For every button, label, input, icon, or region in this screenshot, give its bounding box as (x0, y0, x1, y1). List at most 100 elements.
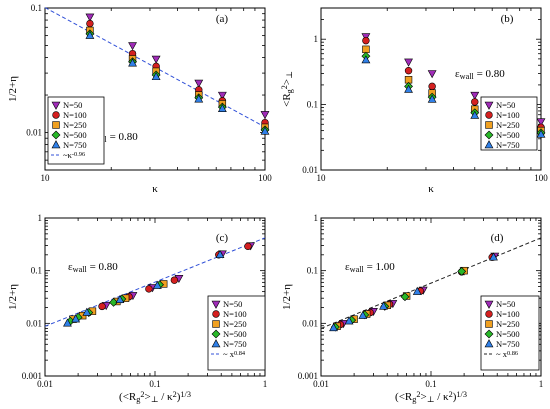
data-point (71, 314, 81, 323)
data-point (260, 126, 270, 135)
legend-entry: N=100 (496, 309, 520, 319)
data-point (428, 82, 436, 91)
legend-marker (484, 101, 494, 110)
y-tick-label: 0.1 (31, 266, 42, 276)
x-tick-label: 0.1 (149, 379, 160, 389)
legend-entry: N=100 (63, 110, 87, 120)
data-point (489, 252, 498, 261)
data-point (98, 302, 106, 311)
data-point (128, 42, 137, 51)
data-point (470, 91, 480, 100)
data-point (344, 316, 354, 325)
data-point (536, 118, 546, 127)
data-point (362, 45, 370, 54)
legend-entry: N=500 (63, 130, 87, 140)
legend-fit-label: ~ x0.84 (223, 349, 246, 359)
data-point (151, 72, 161, 81)
y-axis-label: 1/2+η (281, 284, 293, 310)
panel-label: (c) (216, 232, 229, 244)
series-n-750 (329, 252, 498, 332)
y-tick-label: 0.001 (22, 371, 42, 381)
fit-line (320, 237, 542, 329)
data-point (109, 297, 118, 307)
legend-marker (51, 130, 61, 140)
legend-entry: N=250 (223, 319, 247, 329)
data-point (412, 286, 422, 295)
x-tick-label: 1 (263, 379, 268, 389)
data-point (404, 66, 413, 75)
legend-marker (51, 101, 61, 110)
data-point (244, 242, 252, 251)
y-tick-label: 0.01 (302, 318, 318, 328)
legend-entry: N=100 (496, 110, 520, 120)
legend-marker (484, 140, 494, 149)
data-point (215, 249, 225, 259)
legend-marker (212, 320, 220, 328)
legend-entry: N=50 (496, 100, 515, 110)
legend-entry: N=250 (496, 319, 520, 329)
panel-label: (b) (501, 13, 514, 25)
y-axis-label: 1/2+η (7, 284, 19, 310)
y-tick-label: 0.01 (26, 128, 42, 138)
data-point (404, 58, 413, 67)
legend-entry: N=500 (223, 329, 247, 339)
y-tick-label: 0.1 (307, 100, 318, 110)
data-point (85, 30, 95, 39)
plot-frame (320, 7, 542, 171)
legend-entry: N=500 (496, 130, 520, 140)
data-point (470, 110, 480, 119)
data-point (145, 285, 153, 293)
legend-marker (484, 329, 494, 339)
y-tick-label: 1 (314, 34, 319, 44)
x-tick-label: 10 (317, 173, 327, 183)
legend-marker (485, 121, 493, 129)
legend-entry: N=50 (223, 299, 242, 309)
x-tick-label: 0.1 (425, 379, 436, 389)
series-n-750 (85, 30, 270, 135)
legend-marker (484, 300, 494, 309)
y-tick-label: 0.01 (302, 165, 318, 175)
y-tick-label: 0.1 (307, 266, 318, 276)
data-point (427, 70, 437, 79)
legend-marker (485, 111, 493, 119)
legend-entry: N=500 (496, 329, 520, 339)
legend-marker (485, 310, 493, 318)
panel-label: (a) (216, 13, 229, 25)
legend-marker (211, 339, 221, 348)
data-point (400, 292, 410, 302)
x-axis-label: (<Rg2>⊥ / κ2)1/3 (119, 390, 191, 405)
plot-frame (44, 7, 266, 171)
legend-entry: N=750 (496, 339, 520, 349)
legend-fit-label: ~κ-0.96 (63, 150, 85, 160)
data-point (63, 318, 72, 327)
data-point (85, 13, 95, 22)
data-point (128, 58, 137, 67)
legend-entry: N=250 (63, 120, 87, 130)
data-point (217, 91, 227, 100)
y-tick-label: 1 (314, 213, 319, 223)
y-tick-label: 1 (38, 213, 43, 223)
data-point (82, 307, 92, 316)
data-point (151, 55, 161, 64)
legend-marker (52, 121, 60, 129)
data-point (361, 55, 371, 64)
y-tick-label: 0.001 (298, 371, 318, 381)
wall-epsilon-annotation: εwall = 0.80 (68, 261, 118, 274)
x-tick-label: 100 (258, 173, 272, 183)
data-point (471, 98, 479, 106)
data-point (170, 276, 179, 284)
legend-marker (51, 140, 61, 149)
x-tick-label: 10 (41, 173, 51, 183)
data-point (260, 111, 270, 120)
legend-fit-label: ~ x0.86 (496, 349, 518, 359)
legend-marker (211, 300, 221, 309)
fit-line (44, 237, 266, 327)
data-point (404, 84, 413, 93)
panel-label: (d) (491, 232, 504, 244)
legend-entry: N=750 (223, 339, 247, 349)
y-axis-label: <Rg2>⊥ (280, 71, 295, 107)
data-point (362, 36, 370, 45)
